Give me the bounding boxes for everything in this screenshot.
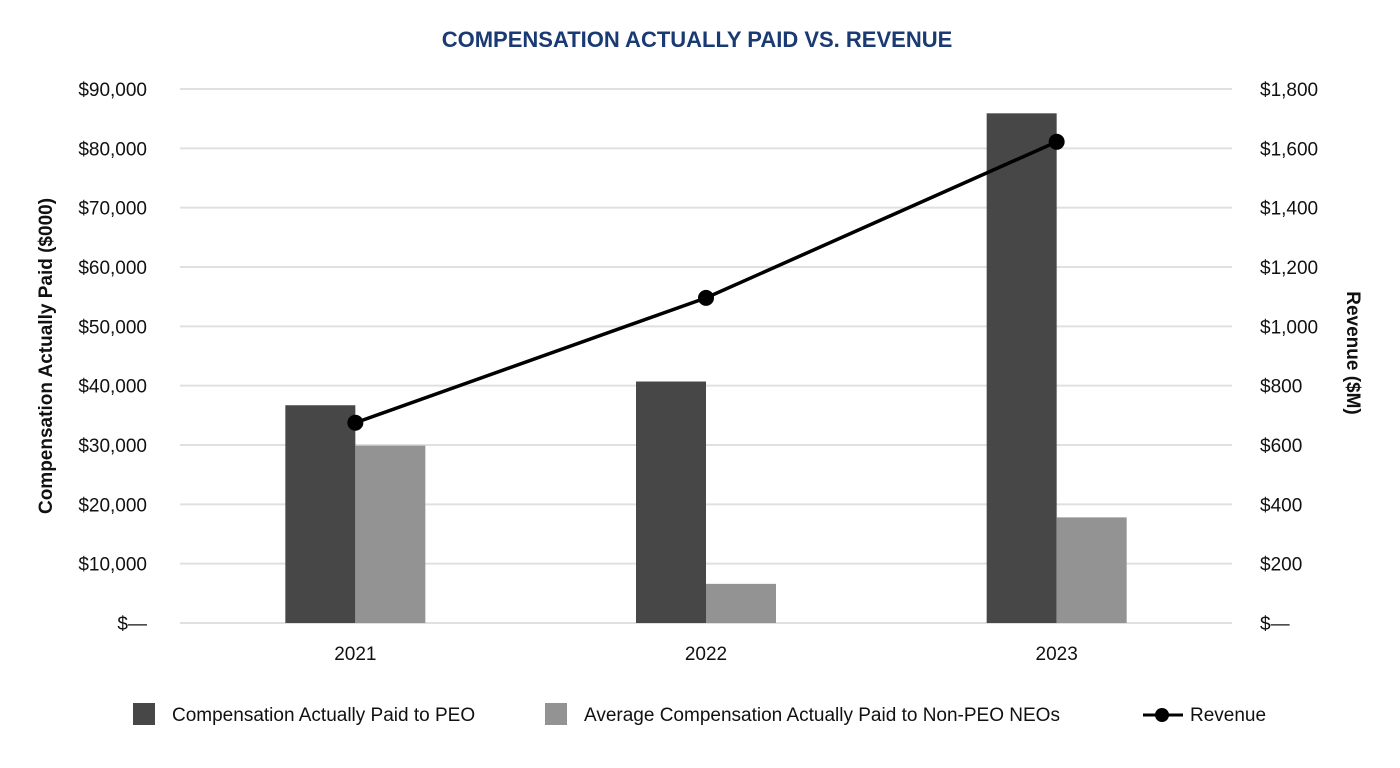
right-tick-label: $600 bbox=[1260, 436, 1302, 457]
left-tick-label: $10,000 bbox=[78, 555, 147, 576]
bar-peo-2021 bbox=[285, 405, 356, 623]
bar-non-peo-2022 bbox=[706, 583, 776, 623]
right-axis-ticks: $— $200 $400 $600 $800 $1,000 $1,200 $1,400 $1,6… bbox=[1260, 80, 1318, 635]
right-tick-label: $200 bbox=[1260, 555, 1302, 576]
legend-swatch-non-peo bbox=[545, 703, 567, 725]
legend: Compensation Actually Paid to PEO Averag… bbox=[133, 703, 1266, 726]
left-tick-label: $80,000 bbox=[78, 139, 147, 160]
right-axis-title: Revenue ($M) bbox=[1342, 291, 1363, 415]
right-tick-label: $800 bbox=[1260, 377, 1302, 398]
legend-marker-revenue bbox=[1155, 708, 1169, 722]
x-axis-ticks: 2021 2022 2023 bbox=[334, 644, 1078, 665]
revenue-point-2021 bbox=[347, 414, 364, 431]
right-tick-label: $1,200 bbox=[1260, 258, 1318, 279]
bar-peo-2023 bbox=[986, 113, 1057, 624]
right-tick-label: $1,600 bbox=[1260, 139, 1318, 160]
right-tick-label: $— bbox=[1260, 614, 1290, 635]
bar-non-peo-2021 bbox=[355, 445, 426, 623]
revenue-point-2022 bbox=[698, 289, 714, 306]
left-tick-label: $40,000 bbox=[78, 377, 147, 398]
left-tick-label: $60,000 bbox=[78, 258, 147, 279]
left-tick-label: $50,000 bbox=[78, 317, 147, 338]
revenue-line bbox=[354, 140, 1058, 425]
left-tick-label: $90,000 bbox=[78, 80, 147, 101]
right-tick-label: $1,800 bbox=[1260, 80, 1318, 101]
left-axis-ticks: $— $10,000 $20,000 $30,000 $40,000 $50,000 $60… bbox=[78, 80, 147, 635]
revenue-line-layer bbox=[347, 133, 1065, 431]
legend-swatch-peo bbox=[133, 703, 155, 725]
chart-title: COMPENSATION ACTUALLY PAID VS. REVENUE bbox=[442, 27, 953, 52]
legend-label-peo: Compensation Actually Paid to PEO bbox=[172, 705, 475, 726]
legend-label-non-peo: Average Compensation Actually Paid to No… bbox=[584, 705, 1060, 726]
x-tick-label: 2021 bbox=[334, 644, 376, 665]
x-tick-label: 2023 bbox=[1036, 644, 1078, 665]
x-tick-label: 2022 bbox=[685, 644, 727, 665]
left-tick-label: $30,000 bbox=[78, 436, 147, 457]
legend-label-revenue: Revenue bbox=[1190, 705, 1266, 726]
right-tick-label: $400 bbox=[1260, 495, 1302, 516]
left-tick-label: $20,000 bbox=[78, 495, 147, 516]
bar-non-peo-2023 bbox=[1056, 517, 1127, 623]
bar-peo-2022 bbox=[636, 381, 706, 623]
revenue-point-2023 bbox=[1048, 133, 1065, 150]
bars bbox=[285, 113, 1127, 624]
left-axis-title: Compensation Actually Paid ($000) bbox=[36, 198, 57, 514]
left-tick-label: $70,000 bbox=[78, 199, 147, 220]
left-tick-label: $— bbox=[117, 614, 147, 635]
right-tick-label: $1,400 bbox=[1260, 199, 1318, 220]
right-tick-label: $1,000 bbox=[1260, 317, 1318, 338]
